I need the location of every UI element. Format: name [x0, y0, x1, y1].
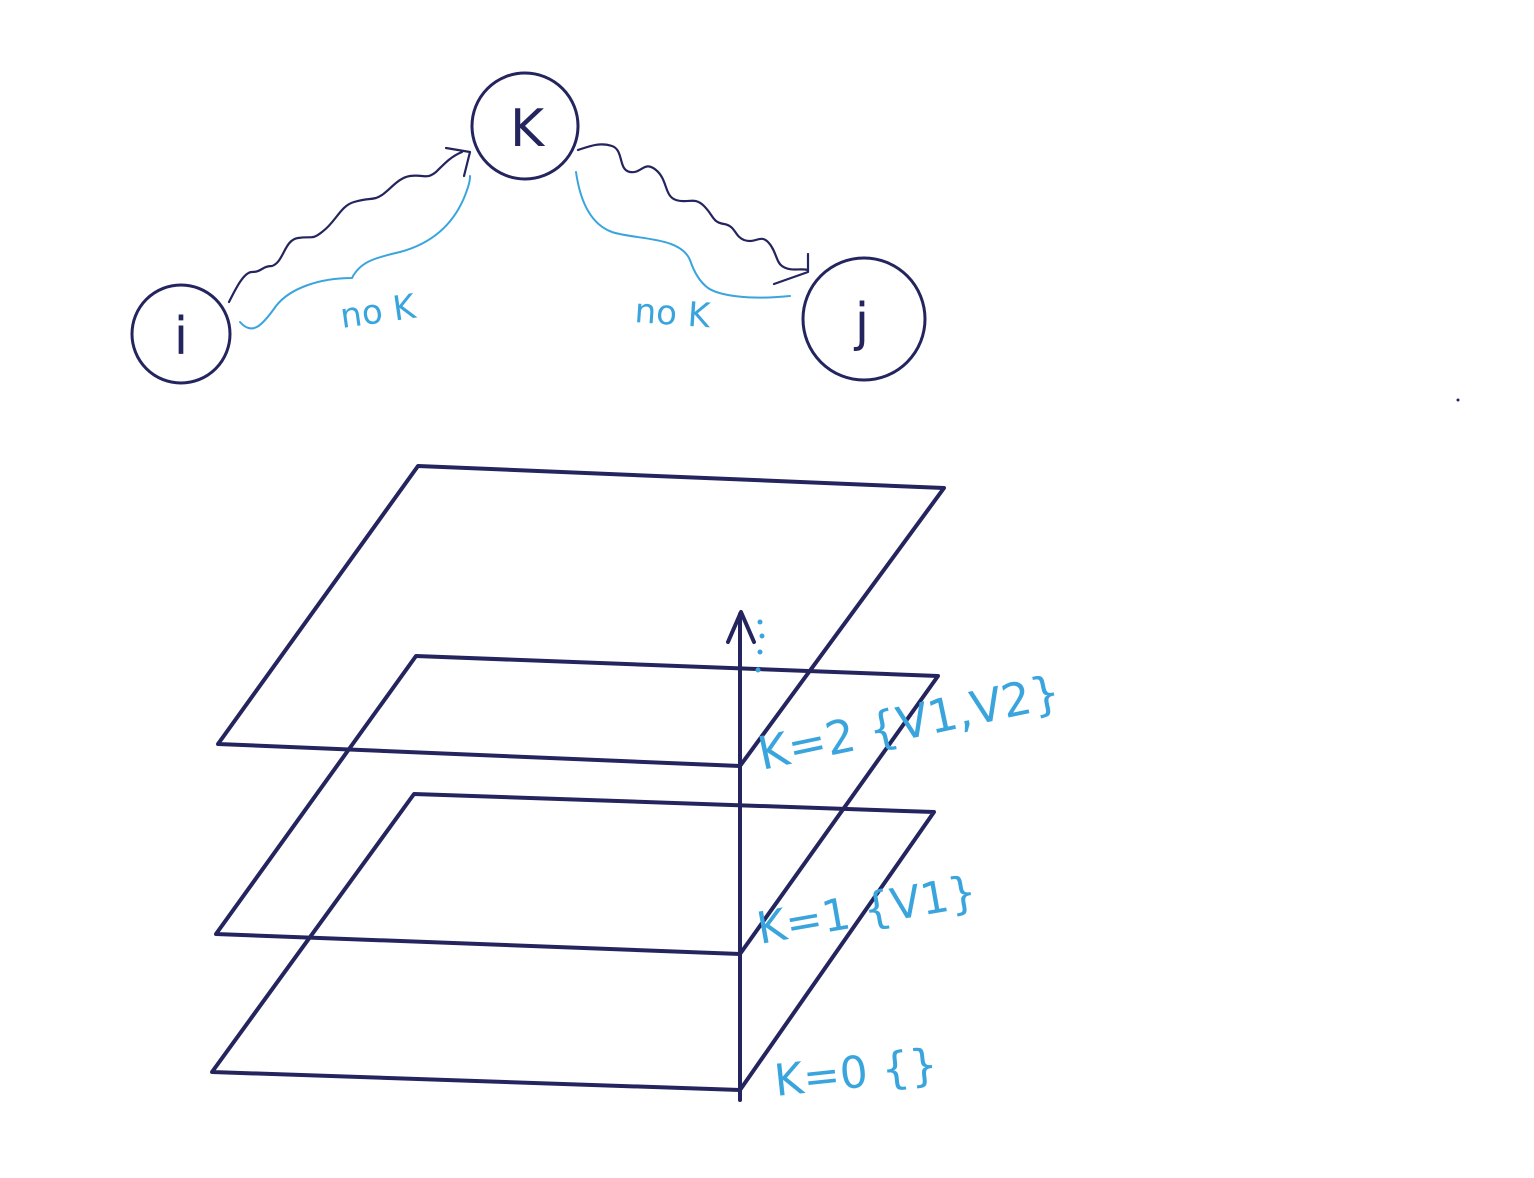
node-k-label: K [510, 99, 546, 159]
path-graph: i K j no K no K [130, 71, 927, 385]
arrowhead-k [444, 146, 472, 178]
edge-label-left: no K [338, 287, 420, 337]
arrowhead-j [772, 252, 810, 286]
node-k-circle [470, 71, 580, 181]
node-i-circle [130, 283, 232, 385]
wavy-path-k-to-j [576, 143, 810, 272]
edge-label-right: no K [633, 291, 713, 336]
node-i-label: i [174, 307, 188, 367]
node-j-circle [801, 256, 927, 382]
no-k-curve-right [575, 171, 791, 299]
layer-label-k0: K=0 {} [772, 1039, 940, 1107]
no-k-curve-left [239, 175, 471, 330]
node-j-label: j [854, 293, 869, 353]
layer-stack: K=2 {V1,V2} K=1 {V1} K=0 {} [210, 464, 1065, 1107]
continuation-dots [755, 619, 765, 673]
stray-dot [1456, 398, 1460, 402]
wavy-path-i-to-k [227, 150, 464, 304]
k-axis-arrowhead [726, 610, 756, 644]
layer-label-k1: K=1 {V1} [753, 866, 980, 955]
